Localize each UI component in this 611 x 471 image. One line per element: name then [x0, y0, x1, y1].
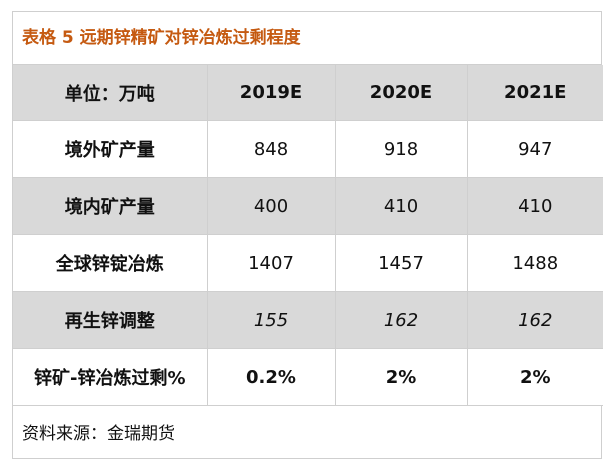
table-row: 境外矿产量 848 918 947 — [13, 120, 603, 178]
header-cell-2020e: 2020E — [335, 65, 468, 121]
table-cell: 410 — [335, 177, 468, 235]
row-label: 境内矿产量 — [13, 177, 208, 235]
table-cell: 947 — [467, 120, 603, 178]
table-cell: 2% — [335, 348, 468, 406]
table-row: 锌矿-锌冶炼过剩% 0.2% 2% 2% — [13, 348, 603, 406]
table-cell: 400 — [207, 177, 336, 235]
table-cell: 848 — [207, 120, 336, 178]
row-label: 全球锌锭冶炼 — [13, 234, 208, 292]
table-row: 再生锌调整 155 162 162 — [13, 291, 603, 349]
row-label: 锌矿-锌冶炼过剩% — [13, 348, 208, 406]
table-cell: 1488 — [467, 234, 603, 292]
table-cell: 155 — [207, 291, 336, 349]
table-row: 全球锌锭冶炼 1407 1457 1488 — [13, 234, 603, 292]
table-row: 境内矿产量 400 410 410 — [13, 177, 603, 235]
table-cell: 918 — [335, 120, 468, 178]
table-cell: 1407 — [207, 234, 336, 292]
table-title: 表格 5 远期锌精矿对锌冶炼过剩程度 — [13, 12, 601, 65]
data-table: 单位：万吨 2019E 2020E 2021E 境外矿产量 848 918 94… — [13, 65, 603, 406]
table-frame: 表格 5 远期锌精矿对锌冶炼过剩程度 单位：万吨 2019E 2020E 202… — [12, 11, 603, 459]
table-cell: 2% — [467, 348, 603, 406]
table-cell: 1457 — [335, 234, 468, 292]
table-cell: 0.2% — [207, 348, 336, 406]
header-cell-2019e: 2019E — [207, 65, 336, 121]
header-row: 单位：万吨 2019E 2020E 2021E — [13, 65, 603, 121]
table-cell: 162 — [467, 291, 603, 349]
source-note: 资料来源：金瑞期货 — [22, 424, 175, 444]
table-cell: 162 — [335, 291, 468, 349]
row-label: 境外矿产量 — [13, 120, 208, 178]
row-label: 再生锌调整 — [13, 291, 208, 349]
table-cell: 410 — [467, 177, 603, 235]
header-cell-2021e: 2021E — [467, 65, 603, 121]
header-cell-unit: 单位：万吨 — [13, 65, 208, 121]
